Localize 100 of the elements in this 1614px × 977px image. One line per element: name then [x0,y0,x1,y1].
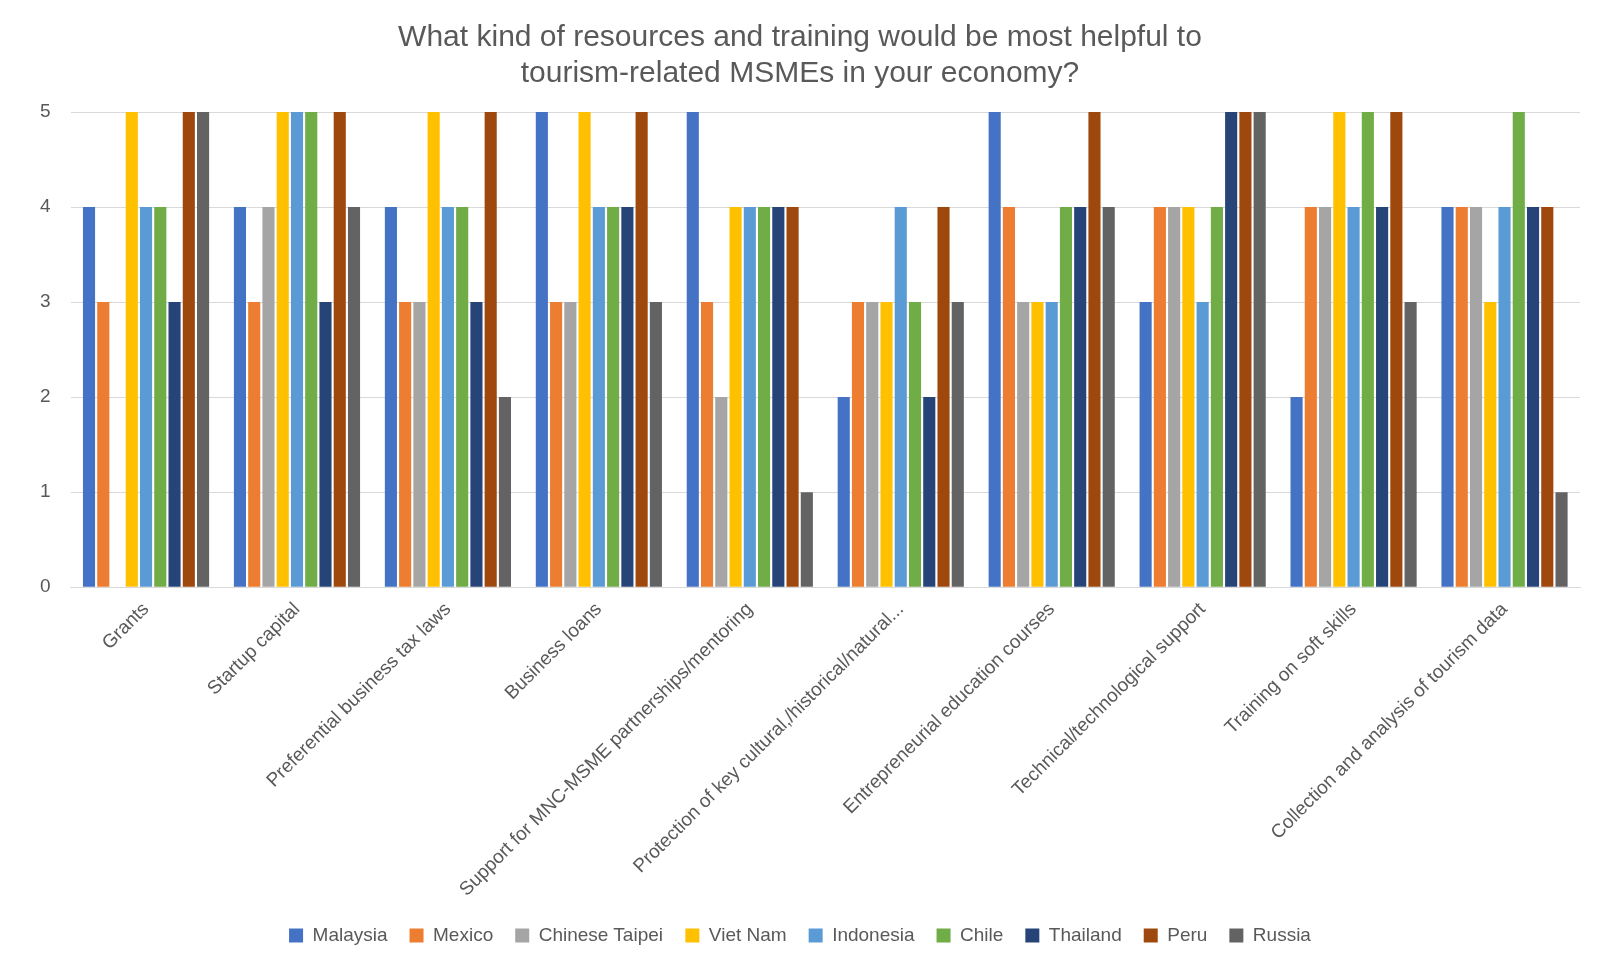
bar [758,207,771,587]
bar [1498,207,1511,587]
bar [399,302,412,587]
y-tick-label: 0 [39,575,51,597]
bar [1196,302,1209,587]
bar [592,207,605,587]
bar [786,207,799,587]
bar [564,302,577,587]
bar [441,207,454,587]
bar [139,207,153,587]
bar [248,302,261,587]
bar [937,207,950,587]
bar [1441,207,1454,587]
legend-label: Russia [1252,923,1312,945]
bar [988,112,1001,587]
bar [427,112,440,587]
bar [837,397,850,587]
bar [290,112,304,587]
legend-label: Viet Nam [708,923,787,945]
y-tick-label: 2 [39,385,51,407]
bar [686,112,699,587]
bar [97,302,110,587]
bar [1304,207,1317,587]
bar [470,302,483,587]
bar [772,207,785,587]
bar [1253,112,1266,587]
bar [233,207,247,587]
legend-label: Malaysia [312,923,388,945]
bar [82,207,96,587]
bar [649,302,662,587]
bar [319,302,332,587]
bar [800,492,813,587]
bar [276,112,289,587]
bar [197,112,210,587]
bar [484,112,497,587]
bar [866,302,879,587]
bar [1017,302,1030,587]
legend-label: Indonesia [832,923,915,945]
bar [1088,112,1101,587]
bar [347,207,361,587]
bar [1210,207,1223,587]
bar [125,112,138,587]
bar [1074,207,1087,587]
bar [384,207,397,587]
bar [1376,207,1389,587]
bar [333,112,346,587]
legend-label: Thailand [1048,923,1122,945]
bar [1541,207,1554,587]
bar [1059,207,1073,587]
bar [1361,112,1374,587]
bar [1390,112,1403,587]
bar [1469,207,1483,587]
y-tick-label: 1 [39,480,51,502]
bar [700,302,714,587]
bar [413,302,426,587]
bar [1045,302,1058,587]
bar [1455,207,1468,587]
bar [456,207,469,587]
bar [1512,112,1525,587]
bar [1139,302,1152,587]
bar [1347,207,1360,587]
bar [1225,112,1238,587]
bar [851,302,865,587]
y-tick-label: 4 [39,195,51,217]
chart-title: What kind of resources and training would be most helpful to tourism-related MSMEs in your economy? [398,19,1202,89]
bar [621,207,634,587]
bar [182,112,195,587]
bar [1168,207,1181,587]
bar [1290,397,1303,587]
bar [1153,207,1166,587]
bar [894,207,907,587]
bar [1102,207,1115,587]
legend-label: Mexico [433,923,494,945]
bar [715,397,728,587]
bar [154,207,167,587]
bar [578,112,591,587]
bar [305,112,318,587]
bar [535,112,548,587]
bar [743,207,756,587]
bar [1333,112,1346,587]
bar [1404,302,1417,587]
bar [1555,492,1568,587]
bar [262,207,275,587]
bar [1484,302,1497,587]
bar [951,302,964,587]
bar [498,397,512,587]
bar [908,302,922,587]
bar [550,302,563,587]
bar [635,112,648,587]
bar [923,397,936,587]
bar [729,207,742,587]
y-tick-label: 5 [39,100,51,122]
bar [1182,207,1195,587]
bar [1031,302,1044,587]
legend-label: Chile [960,923,1004,945]
legend-label: Peru [1167,923,1208,945]
bar [1526,207,1540,587]
bar [1239,112,1252,587]
bar [1319,207,1332,587]
bar [1002,207,1015,587]
